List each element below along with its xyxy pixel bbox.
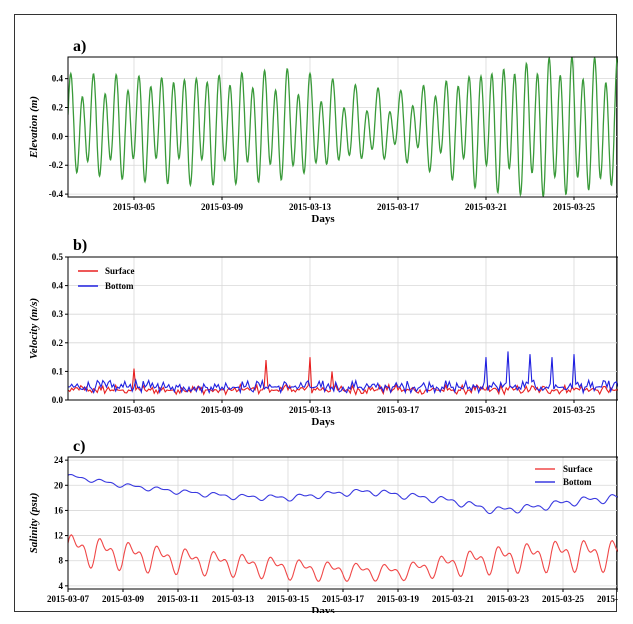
x-axis-title: Days (311, 213, 335, 225)
panel-b: 0.0 0.1 0.2 0.3 0.4 0.5 2015-03-05 2015-03-09 20… (28, 237, 618, 428)
y-tick-label: 0.4 (52, 74, 64, 84)
x-tick-label: 2015-03-23 (487, 594, 529, 604)
legend-label-surface: Surface (563, 464, 593, 474)
y-tick-label: 0.2 (52, 103, 64, 113)
panel-label: b) (73, 237, 87, 254)
y-axis-title: Salinity (psu) (28, 493, 40, 554)
y-tick-label: 16 (54, 505, 64, 515)
x-tick-label: 2015-03-21 (465, 405, 507, 415)
x-tick-label: 2015-03-25 (542, 594, 584, 604)
x-tick-label: 2015-03-11 (157, 594, 199, 604)
y-tick-label: 0.2 (52, 338, 64, 348)
series-line-bottom (68, 473, 618, 515)
y-axis-title: Velocity (m/s) (28, 298, 40, 359)
x-tick-label: 2015-03-21 (465, 202, 507, 212)
x-tick-label: 2015-03-17 (322, 594, 364, 604)
x-tick-label: 2015-03-19 (377, 594, 419, 604)
legend-label-bottom: Bottom (105, 281, 134, 291)
legend-label-bottom: Bottom (563, 477, 592, 487)
x-tick-label: 2015-03-05 (113, 405, 155, 415)
panel-label: a) (73, 38, 86, 55)
y-axis-title: Elevation (m) (28, 96, 40, 159)
x-tick-label: 2015-03-05 (113, 202, 155, 212)
panel-label: c) (73, 438, 85, 455)
y-tick-label: -0.2 (49, 160, 64, 170)
panel-c: 4 8 12 16 20 24 2015-03-07 2015-03-09 2015-03-11… (28, 438, 618, 613)
plot-frame (67, 56, 618, 198)
legend-label-surface: Surface (105, 266, 135, 276)
x-tick-label: 2015-03-09 (201, 405, 243, 415)
y-tick-label: 0.3 (52, 309, 64, 319)
y-tick-label: 0.4 (52, 281, 64, 291)
x-tick-label: 2015-03-27 (597, 594, 618, 604)
x-tick-label: 2015-03-25 (553, 405, 595, 415)
series-line-surface (68, 357, 618, 397)
y-tick-label: 0.0 (52, 395, 64, 405)
x-tick-label: 2015-03-13 (289, 202, 331, 212)
series-line-bottom (68, 351, 618, 395)
x-tick-label: 2015-03-13 (212, 594, 254, 604)
x-axis-title: Days (311, 416, 335, 428)
y-tick-label: 0.5 (52, 252, 64, 262)
x-tick-label: 2015-03-25 (553, 202, 595, 212)
x-tick-label: 2015-03-07 (47, 594, 89, 604)
y-tick-label: 0.0 (52, 131, 64, 141)
y-tick-label: -0.4 (49, 189, 64, 199)
x-axis-title: Days (311, 605, 335, 613)
x-tick-label: 2015-03-09 (201, 202, 243, 212)
x-tick-label: 2015-03-09 (102, 594, 144, 604)
series-line-surface (68, 534, 618, 582)
y-tick-label: 20 (54, 480, 64, 490)
plot-frame (67, 256, 618, 401)
y-tick-label: 0.1 (52, 366, 64, 376)
x-tick-label: 2015-03-17 (377, 202, 419, 212)
series-line-elevation (68, 57, 618, 197)
y-tick-label: 4 (59, 581, 64, 591)
panel-a: -0.4 -0.2 0.0 0.2 0.4 2015-03-05 2015-03-09 201… (28, 38, 618, 225)
x-tick-label: 2015-03-13 (289, 405, 331, 415)
x-tick-label: 2015-03-17 (377, 405, 419, 415)
figure: -0.4 -0.2 0.0 0.2 0.4 2015-03-05 2015-03-09 201… (14, 14, 618, 613)
y-tick-label: 12 (54, 531, 64, 541)
x-tick-label: 2015-03-21 (432, 594, 474, 604)
x-tick-label: 2015-03-15 (267, 594, 309, 604)
y-tick-label: 24 (54, 455, 64, 465)
y-tick-label: 8 (59, 556, 64, 566)
